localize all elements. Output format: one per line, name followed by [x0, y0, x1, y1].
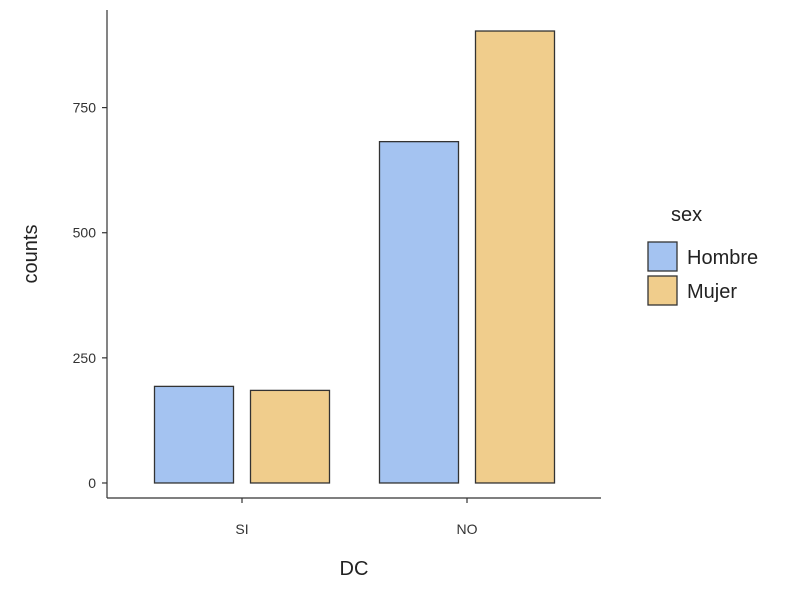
y-tick-label: 500 [73, 225, 97, 241]
legend: sex Hombre Mujer [647, 204, 758, 306]
legend-label-mujer: Mujer [687, 281, 737, 303]
bars-layer [153, 30, 556, 484]
y-ticks: 0 250 500 750 [73, 100, 107, 491]
x-ticks: SI NO [235, 498, 478, 537]
bar-hombre-no [378, 140, 460, 484]
y-tick-label: 0 [88, 475, 96, 491]
x-tick-label-no: NO [457, 521, 478, 537]
axes-layer [106, 10, 601, 499]
legend-swatch-mujer [647, 275, 678, 306]
y-tick-label: 250 [73, 350, 97, 366]
legend-label-hombre: Hombre [687, 247, 758, 269]
x-axis-title: DC [340, 558, 369, 580]
legend-title: sex [671, 204, 702, 226]
x-tick-label-si: SI [235, 521, 248, 537]
y-tick-label: 750 [73, 100, 97, 116]
bar-hombre-si [153, 385, 235, 484]
legend-swatch-hombre [647, 241, 678, 272]
bar-mujer-si [249, 389, 331, 484]
bar-mujer-no [474, 30, 556, 484]
y-axis-title: counts [20, 225, 42, 284]
